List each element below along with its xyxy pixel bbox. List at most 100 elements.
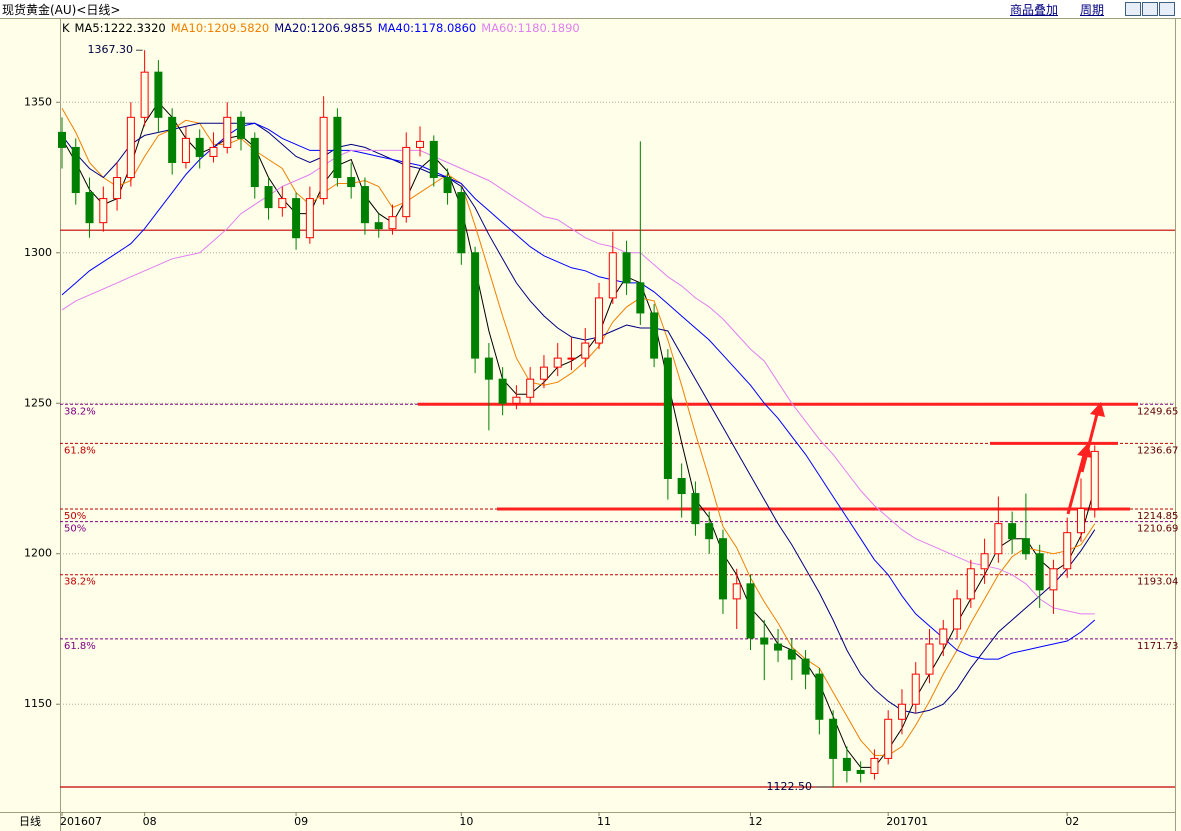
candle-body: [1090, 450, 1099, 510]
level-label: 61.8%: [64, 445, 96, 456]
level-label: 50%: [64, 524, 86, 535]
legend: K MA5:1222.3320 MA10:1209.5820 MA20:1206.98…: [62, 21, 585, 35]
nav-button[interactable]: [1159, 2, 1175, 16]
candle-body: [842, 757, 851, 771]
candle-body: [471, 252, 480, 359]
x-tick-label: 09: [294, 815, 308, 828]
x-tick-label: 201701: [886, 815, 928, 828]
ma-line: [61, 108, 1096, 756]
indicator-label: K: [62, 21, 70, 35]
candle-body: [856, 769, 865, 774]
candle-body: [99, 198, 108, 224]
candle-body: [429, 140, 438, 179]
period-link[interactable]: 周期: [1080, 3, 1105, 17]
candle-body: [595, 297, 604, 344]
level-value: 1236.67: [1137, 445, 1178, 456]
candle-body: [966, 568, 975, 600]
candle-body: [539, 366, 548, 380]
level-value: 1249.65: [1137, 406, 1178, 417]
level-label: 38.2%: [64, 577, 96, 588]
candle-body: [250, 137, 259, 188]
x-tick-label: 201607: [60, 815, 102, 828]
candle-body: [760, 637, 769, 645]
x-tick-label: 08: [143, 815, 157, 828]
candle-body: [622, 252, 631, 284]
candle-body: [1008, 523, 1017, 540]
candle-body: [526, 378, 535, 398]
candle-body: [388, 216, 397, 230]
candle-body: [402, 146, 411, 218]
candle-body: [498, 378, 507, 404]
candle-body: [374, 222, 383, 230]
x-tick-label: 02: [1065, 815, 1079, 828]
legend-entry: MA20:1206.9855: [274, 21, 373, 35]
candle-body: [140, 71, 149, 118]
candle-body: [360, 186, 369, 224]
overlay-link[interactable]: 商品叠加: [1010, 3, 1059, 17]
candle-body: [953, 598, 962, 630]
candle-body: [1076, 508, 1085, 534]
level-value: 1193.04: [1137, 577, 1178, 588]
candle-body: [911, 673, 920, 705]
candle-body: [691, 493, 700, 525]
y-tick-label: 1300: [24, 246, 52, 259]
candle-body: [58, 131, 66, 148]
x-tick-label: 10: [459, 815, 473, 828]
legend-entry: MA40:1178.0860: [377, 21, 477, 35]
ma-line: [61, 101, 1096, 768]
arrow-head: [1077, 443, 1092, 458]
candle-body: [347, 177, 356, 188]
candle-body: [787, 649, 796, 660]
ma-line: [61, 122, 1096, 714]
ma-line: [61, 149, 1095, 615]
candle-body: [870, 757, 879, 774]
annotation: 1122.50: [767, 780, 813, 793]
candle-body: [223, 116, 232, 148]
candle-body: [1063, 532, 1072, 570]
y-tick-label: 1250: [24, 396, 52, 409]
candle-body: [154, 71, 163, 118]
candle-body: [801, 658, 810, 675]
nav-button[interactable]: [1142, 2, 1158, 16]
nav-button[interactable]: [1125, 2, 1141, 16]
candle-body: [181, 137, 190, 163]
level-value: 1210.69: [1137, 524, 1178, 535]
candle-body: [113, 177, 122, 200]
candle-body: [732, 583, 741, 600]
candle-body: [264, 186, 273, 209]
candle-body: [278, 198, 287, 209]
ma-line: [61, 122, 1096, 660]
candle-body: [71, 146, 80, 194]
y-tick-label: 1200: [24, 547, 52, 560]
candle-body: [746, 583, 755, 639]
candle-body: [994, 523, 1003, 555]
candle-body: [209, 146, 218, 157]
candle-body: [1021, 538, 1030, 555]
y-tick-label: 1150: [24, 697, 52, 710]
candle-body: [897, 703, 906, 720]
title: 现货黄金(AU)<日线>: [2, 3, 121, 17]
candle-body: [1035, 553, 1044, 591]
candle-body: [512, 396, 521, 404]
candle-body: [677, 477, 686, 495]
candle-body: [774, 643, 783, 651]
candle-body: [85, 192, 94, 224]
candle-body: [443, 177, 452, 194]
candle-body: [416, 140, 425, 148]
candle-body: [718, 538, 727, 600]
level-label: 50%: [64, 511, 86, 522]
candle-body: [829, 718, 838, 759]
candle-body: [980, 553, 989, 570]
legend-entry: MA10:1209.5820: [170, 21, 270, 35]
candle-body: [581, 342, 590, 359]
candle-body: [884, 718, 893, 759]
y-tick-label: 1350: [24, 95, 52, 108]
candle-body: [237, 116, 246, 139]
candle-body: [553, 357, 562, 368]
candle-body: [195, 137, 204, 157]
candle-body: [663, 357, 672, 479]
candle-body: [126, 116, 135, 179]
level-label: 61.8%: [64, 641, 96, 652]
